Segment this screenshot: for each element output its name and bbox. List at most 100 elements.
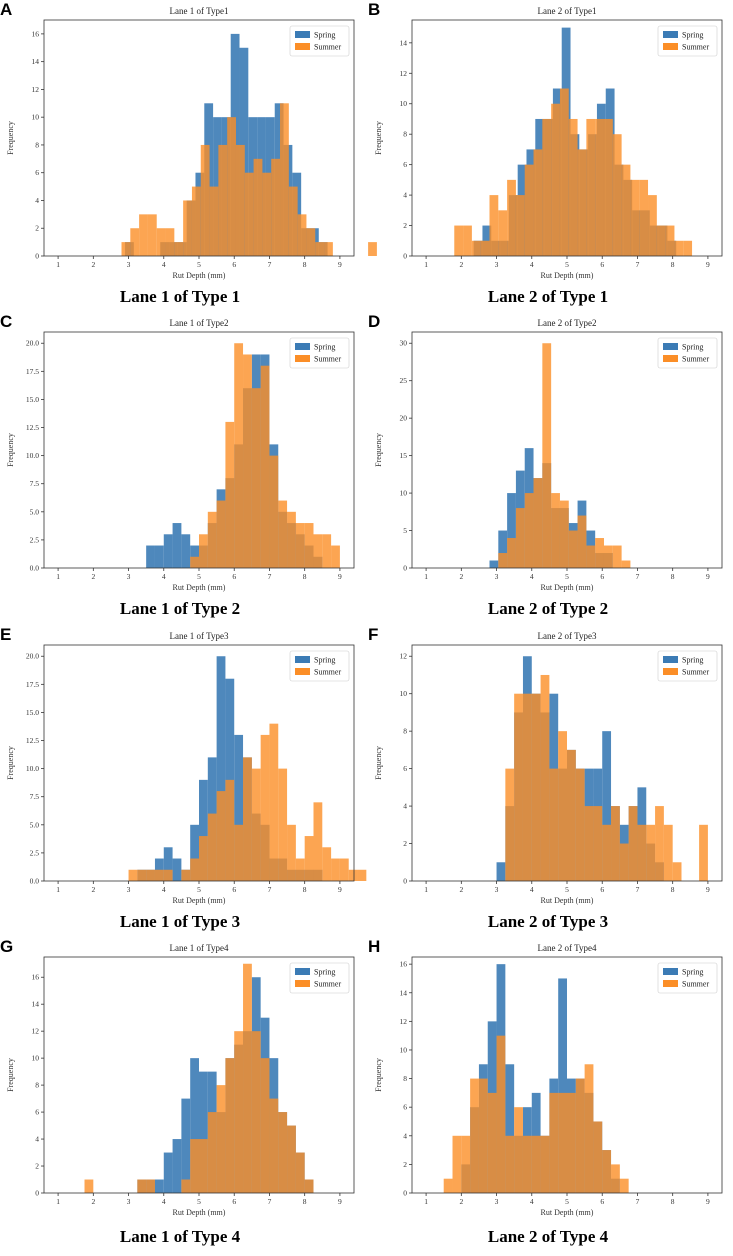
x-tick-label: 9: [706, 885, 710, 894]
histogram-bar-summer: [137, 1179, 147, 1193]
legend-swatch-summer: [295, 980, 310, 987]
y-tick-label: 0.0: [30, 877, 40, 886]
histogram-bar-summer: [454, 225, 464, 256]
histogram-bar-summer: [568, 118, 578, 256]
histogram-bar-summer: [699, 824, 708, 881]
y-tick-label: 6: [35, 1108, 39, 1117]
legend-label-spring: Spring: [314, 31, 335, 40]
x-tick-label: 9: [338, 572, 342, 581]
x-tick-label: 2: [91, 260, 95, 269]
histogram-bar-summer: [156, 228, 166, 256]
histogram-bar-summer: [207, 813, 217, 881]
histogram-bar-summer: [147, 214, 157, 256]
legend-label-summer: Summer: [682, 355, 709, 364]
x-axis-label: Rut Depth (mm): [173, 896, 226, 905]
y-tick-label: 12: [400, 69, 408, 78]
x-tick-label: 1: [56, 885, 60, 894]
y-axis-label: Frequency: [374, 746, 383, 780]
histogram-bar-summer: [225, 779, 235, 881]
x-tick-label: 2: [91, 885, 95, 894]
histogram-bar-summer: [322, 534, 332, 568]
y-tick-label: 15: [400, 451, 408, 460]
histogram-bar-summer: [163, 869, 173, 881]
chart-title: Lane 1 of Type2: [170, 318, 229, 328]
histogram-bar-summer: [628, 806, 638, 881]
histogram-bar-summer: [575, 768, 585, 881]
histogram-bar-summer: [602, 1150, 612, 1193]
y-tick-label: 17.5: [26, 367, 39, 376]
histogram-bar-spring: [181, 1098, 191, 1193]
histogram-bar-summer: [480, 240, 490, 256]
histogram-bar-summer: [200, 144, 210, 256]
histogram-bar-spring: [213, 117, 222, 256]
histogram-bar-spring: [154, 545, 164, 568]
legend-label-spring: Spring: [314, 968, 335, 977]
histogram-bar-summer: [489, 195, 499, 256]
histogram-bar-summer: [174, 242, 184, 256]
x-tick-label: 6: [232, 260, 236, 269]
x-tick-label: 4: [162, 1197, 166, 1206]
histogram-bar-summer: [190, 556, 199, 568]
y-tick-label: 2: [35, 1162, 39, 1171]
x-tick-label: 6: [600, 885, 604, 894]
panel-d: D Lane 2 of Type2 1 2 3 4 5 6 7 8 9 0 5 10 15 20 25 30 Ru…: [368, 312, 728, 624]
histogram-bar-spring: [216, 656, 226, 881]
histogram-bar-summer: [522, 1135, 532, 1193]
histogram-bar-summer: [207, 511, 217, 568]
y-tick-label: 2: [403, 839, 407, 848]
x-tick-label: 8: [671, 1197, 675, 1206]
histogram-bar-summer: [567, 1092, 576, 1193]
histogram-bar-summer: [461, 1135, 471, 1193]
x-tick-label: 9: [706, 260, 710, 269]
histogram-bar-summer: [260, 734, 270, 881]
histogram-bar-summer: [559, 500, 569, 568]
x-tick-label: 8: [303, 572, 307, 581]
y-tick-label: 8: [403, 130, 407, 139]
x-tick-label: 3: [127, 260, 131, 269]
x-tick-label: 1: [56, 260, 60, 269]
histogram-bar-summer: [540, 1135, 550, 1193]
y-tick-label: 12: [32, 1027, 40, 1036]
histogram-bar-summer: [234, 824, 244, 881]
histogram-bar-summer: [181, 1179, 191, 1193]
legend-label-spring: Spring: [682, 343, 703, 352]
histogram-bar-spring: [154, 1179, 164, 1193]
histogram-bar-spring: [146, 545, 155, 568]
panel-caption: Lane 2 of Type 4: [487, 1227, 609, 1246]
panel-caption: Lane 2 of Type 3: [487, 912, 609, 931]
y-tick-label: 10: [32, 1054, 40, 1063]
histogram-bar-summer: [551, 493, 560, 568]
legend-swatch-spring: [663, 31, 678, 38]
y-tick-label: 5.0: [30, 507, 40, 516]
y-tick-label: 2: [403, 221, 407, 230]
y-tick-label: 12.5: [26, 736, 39, 745]
histogram-bar-summer: [665, 225, 675, 256]
legend-swatch-spring: [295, 31, 310, 38]
histogram-bar-summer: [154, 869, 164, 881]
x-tick-label: 2: [459, 572, 463, 581]
histogram-bar-spring: [199, 779, 208, 881]
x-tick-label: 3: [495, 572, 499, 581]
histogram-bar-summer: [278, 1112, 288, 1193]
legend-label-summer: Summer: [682, 43, 709, 52]
histogram-bar-summer: [567, 749, 576, 881]
y-tick-label: 7.5: [30, 479, 40, 488]
histogram-bar-spring: [163, 847, 173, 881]
x-tick-label: 4: [530, 885, 534, 894]
series-summer: [443, 1035, 629, 1193]
histogram-bar-summer: [637, 824, 647, 881]
x-tick-label: 7: [636, 885, 640, 894]
histogram-bar-summer: [324, 242, 333, 256]
x-tick-label: 3: [127, 572, 131, 581]
legend-swatch-spring: [295, 968, 310, 975]
histogram-bar-summer: [199, 534, 208, 568]
x-tick-label: 2: [91, 572, 95, 581]
legend-swatch-spring: [663, 343, 678, 350]
y-tick-label: 15.0: [26, 708, 39, 717]
y-tick-label: 8: [403, 727, 407, 736]
histogram-bar-summer: [595, 538, 604, 568]
x-tick-label: 5: [565, 1197, 569, 1206]
legend-label-summer: Summer: [314, 43, 341, 52]
x-tick-label: 1: [424, 885, 428, 894]
